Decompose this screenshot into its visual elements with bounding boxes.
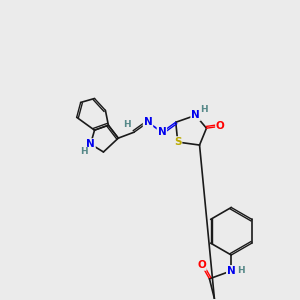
Text: H: H (237, 266, 245, 275)
Text: H: H (123, 120, 131, 129)
Text: N: N (86, 139, 95, 149)
Text: H: H (200, 105, 207, 114)
Text: O: O (216, 121, 225, 131)
Text: N: N (144, 117, 152, 127)
Text: N: N (158, 127, 166, 137)
Text: N: N (191, 110, 200, 120)
Text: H: H (80, 148, 87, 157)
Text: O: O (197, 260, 206, 270)
Text: S: S (174, 137, 182, 147)
Text: N: N (227, 266, 236, 276)
